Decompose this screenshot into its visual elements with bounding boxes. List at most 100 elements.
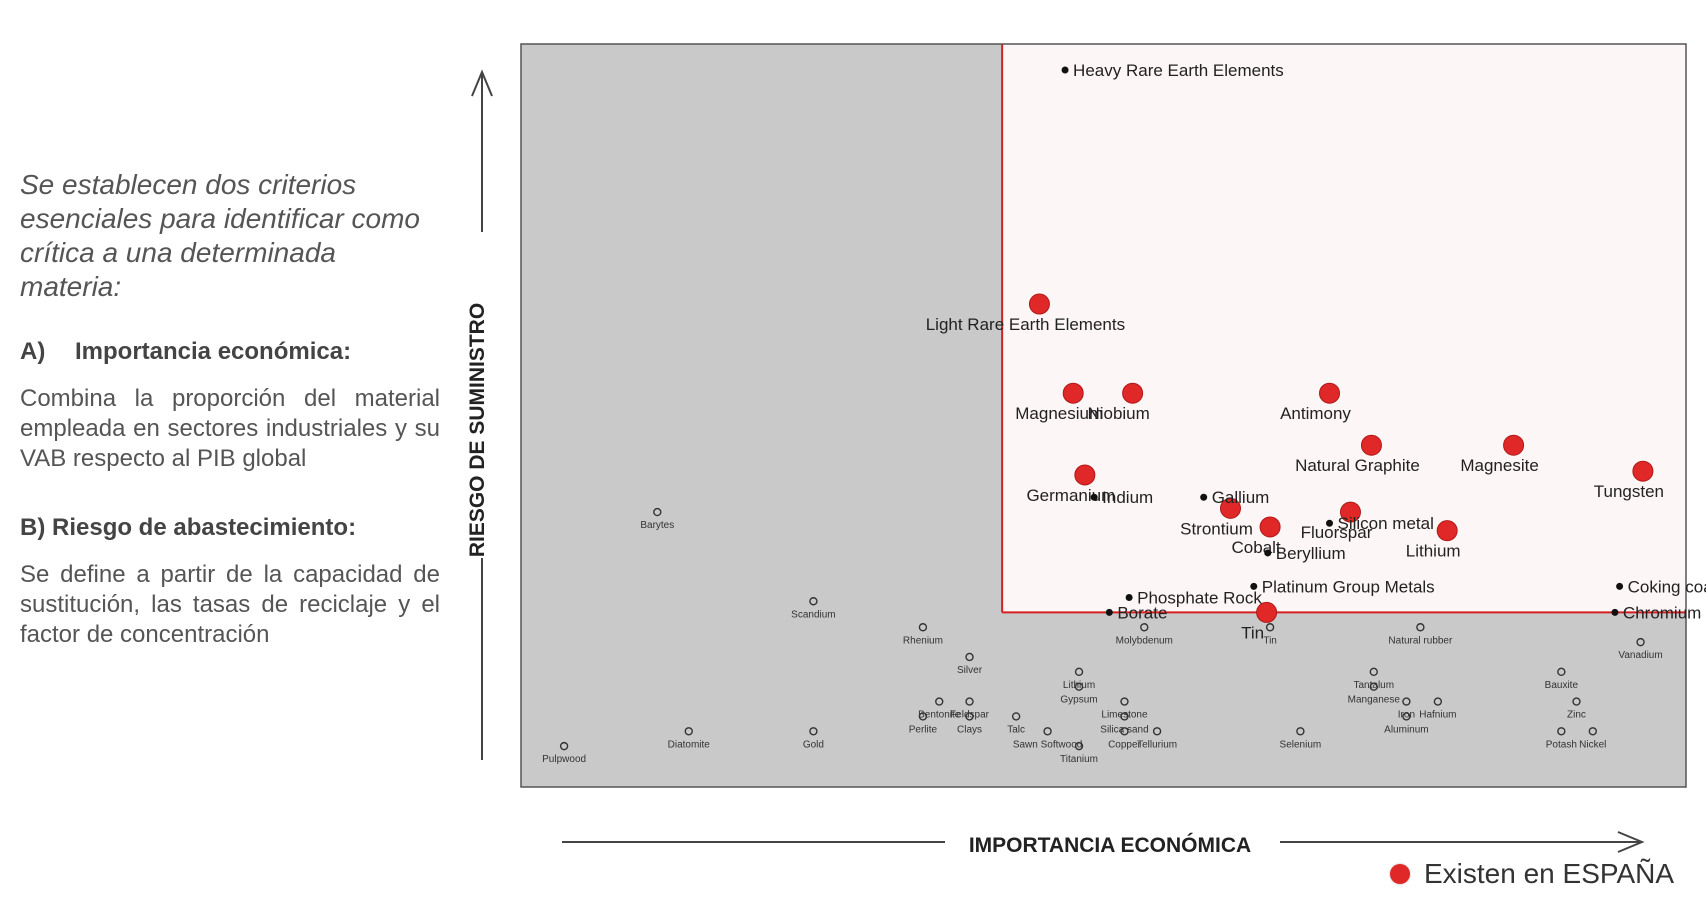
point-lithium-hollow [1074, 667, 1084, 677]
point-cobalt-red-marker [1259, 516, 1281, 538]
label-feldspar: Feldspar [950, 710, 990, 721]
point-pulpwood-hollow [559, 741, 569, 751]
y-axis-label: RIESGO DE SUMINISTRO [466, 303, 489, 557]
criterion-a-heading: Importancia económica: [75, 338, 352, 365]
label-tungsten: Tungsten [1594, 482, 1664, 501]
label-niobium: Niobium [1087, 404, 1149, 423]
label-tin: Tin [1263, 635, 1277, 646]
x-axis-label: IMPORTANCIA ECONÓMICA [969, 833, 1251, 857]
point-strontium-red-marker [1219, 497, 1241, 519]
label-indium: Indium [1102, 488, 1153, 507]
criterion-b-title: B) Riesgo de abastecimiento: [20, 514, 440, 542]
label-magnesite: Magnesite [1460, 456, 1538, 475]
legend: Existen en ESPAÑA [1390, 858, 1674, 890]
point-gypsum-hollow [1074, 682, 1084, 691]
point-silver-hollow [965, 652, 974, 662]
point-bauxite-hollow [1557, 667, 1566, 677]
point-antimony-red-marker [1319, 382, 1341, 404]
criterion-a-letter: A) [20, 338, 46, 365]
label-gold: Gold [803, 739, 824, 750]
label-tin: Tin [1241, 623, 1264, 642]
label-gypsum: Gypsum [1060, 695, 1097, 706]
point-potash-hollow [1557, 727, 1566, 736]
point-copper-hollow [1120, 727, 1129, 736]
point-limestone-hollow [1120, 697, 1129, 706]
label-natural-rubber: Natural rubber [1388, 635, 1453, 646]
label-nickel: Nickel [1579, 739, 1606, 750]
criterion-a-body: Combina la proporción del material emple… [20, 385, 440, 472]
label-talc: Talc [1007, 724, 1025, 735]
criterion-b-body: Se define a partir de la capacidad de su… [20, 561, 440, 648]
label-barytes: Barytes [640, 520, 674, 531]
y-axis-arrowhead [471, 69, 493, 97]
criterion-b-heading: Riesgo de abastecimiento: [52, 514, 357, 541]
point-aluminum-hollow [1402, 712, 1411, 721]
label-aluminum: Aluminum [1384, 724, 1428, 735]
label-tantalum: Tantalum [1353, 680, 1394, 691]
point-tin-red-marker [1256, 601, 1278, 623]
intro-text: Se establecen dos criterios esenciales p… [20, 169, 420, 302]
label-cobalt: Cobalt [1232, 538, 1281, 557]
label-pulpwood: Pulpwood [542, 754, 586, 765]
label-scandium: Scandium [791, 609, 835, 620]
label-manganese: Manganese [1348, 695, 1401, 706]
label-iron: Iron [1398, 710, 1415, 721]
point-niobium-red-marker [1122, 382, 1144, 404]
label-platinum-group-metals: Platinum Group Metals [1262, 577, 1435, 596]
point-manganese-hollow [1369, 682, 1378, 691]
label-titanium: Titanium [1060, 754, 1098, 765]
point-beryllium-dot [1264, 549, 1272, 557]
point-perlite-hollow [918, 712, 928, 721]
point-borate-dot [1105, 608, 1113, 616]
label-coking-coal: Coking coal [1628, 577, 1706, 596]
point-tellurium-hollow [1152, 727, 1162, 736]
label-limestone: Limestone [1101, 710, 1148, 721]
point-scandium-hollow [809, 597, 818, 606]
point-iron-hollow [1402, 697, 1411, 706]
point-light-rare-earth-elements-red-marker [1028, 293, 1050, 315]
point-germanium-red-marker [1074, 464, 1096, 486]
point-molybdenum-hollow [1140, 623, 1149, 632]
label-silicon-metal: Silicon metal [1338, 514, 1434, 533]
legend-marker-red-dot [1390, 864, 1410, 884]
point-clays-hollow [965, 712, 974, 721]
label-chromium: Chromium [1623, 603, 1701, 622]
label-fluorspar: Fluorspar [1301, 523, 1373, 542]
point-feldspar-hollow [965, 697, 974, 706]
label-natural-graphite: Natural Graphite [1295, 456, 1420, 475]
point-silica-sand-hollow [1120, 712, 1129, 721]
label-silica-sand: Silica sand [1100, 724, 1148, 735]
label-heavy-rare-earth-elements: Heavy Rare Earth Elements [1073, 61, 1284, 80]
point-natural-graphite-red-marker [1360, 434, 1382, 456]
point-magnesite-red-marker [1503, 434, 1525, 456]
label-molybdenum: Molybdenum [1116, 635, 1173, 646]
point-fluorspar-red-marker [1339, 501, 1361, 523]
point-chromium-dot [1611, 608, 1619, 616]
point-tantalum-hollow [1369, 667, 1378, 677]
label-vanadium: Vanadium [1618, 650, 1662, 661]
point-zinc-hollow [1572, 697, 1581, 706]
label-bentonite: Bentonite [918, 710, 961, 721]
label-light-rare-earth-elements: Light Rare Earth Elements [926, 315, 1125, 334]
label-bauxite: Bauxite [1545, 680, 1579, 691]
label-antimony: Antimony [1280, 404, 1351, 423]
label-lithium: Lithium [1406, 542, 1461, 561]
label-copper: Copper [1108, 739, 1141, 750]
label-gallium: Gallium [1212, 488, 1270, 507]
point-rhenium-hollow [918, 623, 928, 632]
label-tellurium: Tellurium [1137, 739, 1177, 750]
point-lithium-red-marker [1436, 520, 1458, 542]
point-titanium-hollow [1074, 741, 1084, 751]
point-bentonite-hollow [935, 697, 944, 706]
point-magnesium-red-marker [1062, 382, 1084, 404]
label-silver: Silver [957, 665, 983, 676]
point-heavy-rare-earth-elements-dot [1061, 66, 1069, 74]
label-clays: Clays [957, 724, 982, 735]
point-gallium-dot [1200, 493, 1208, 501]
label-potash: Potash [1546, 739, 1577, 750]
label-lithium: Lithium [1063, 680, 1095, 691]
point-coking-coal-dot [1616, 582, 1624, 590]
point-silicon-metal-dot [1326, 519, 1334, 527]
point-selenium-hollow [1296, 727, 1305, 736]
point-barytes-hollow [653, 507, 662, 517]
